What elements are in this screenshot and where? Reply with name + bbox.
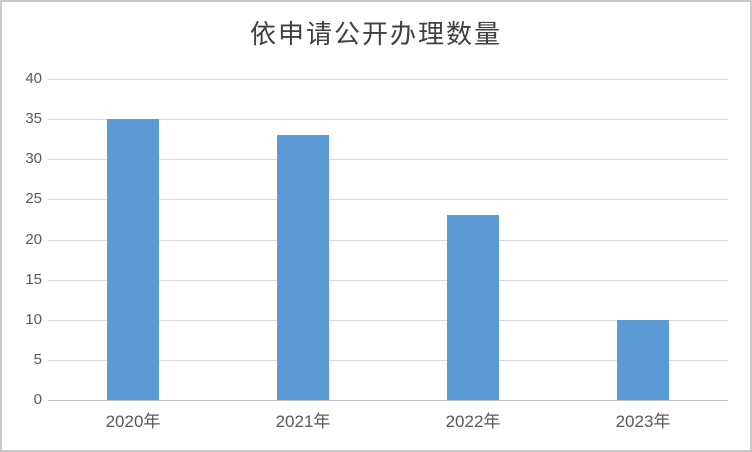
gridline (48, 240, 728, 241)
bar-2022年 (447, 215, 499, 400)
y-tick-label: 15 (25, 271, 42, 288)
x-axis-label: 2021年 (275, 412, 331, 431)
gridline (48, 119, 728, 120)
gridline (48, 320, 728, 321)
y-tick-label: 25 (25, 190, 42, 207)
bar-2023年 (617, 320, 669, 400)
gridline (48, 159, 728, 160)
gridline (48, 199, 728, 200)
chart-title: 依申请公开办理数量 (249, 19, 502, 49)
y-tick-label: 5 (33, 351, 42, 368)
y-tick-label: 20 (25, 231, 42, 248)
x-axis-line (48, 400, 728, 401)
bar-2020年 (107, 119, 159, 400)
x-axis-label: 2020年 (105, 412, 161, 431)
y-tick-label: 30 (25, 150, 42, 167)
x-axis-label: 2023年 (615, 412, 671, 431)
y-tick-label: 10 (25, 311, 42, 328)
gridline (48, 79, 728, 80)
y-tick-label: 35 (25, 110, 42, 127)
y-tick-label: 0 (33, 391, 42, 408)
gridline (48, 360, 728, 361)
gridline (48, 280, 728, 281)
y-tick-label: 40 (25, 70, 42, 87)
bar-2021年 (277, 135, 329, 400)
x-axis-label: 2022年 (445, 412, 501, 431)
